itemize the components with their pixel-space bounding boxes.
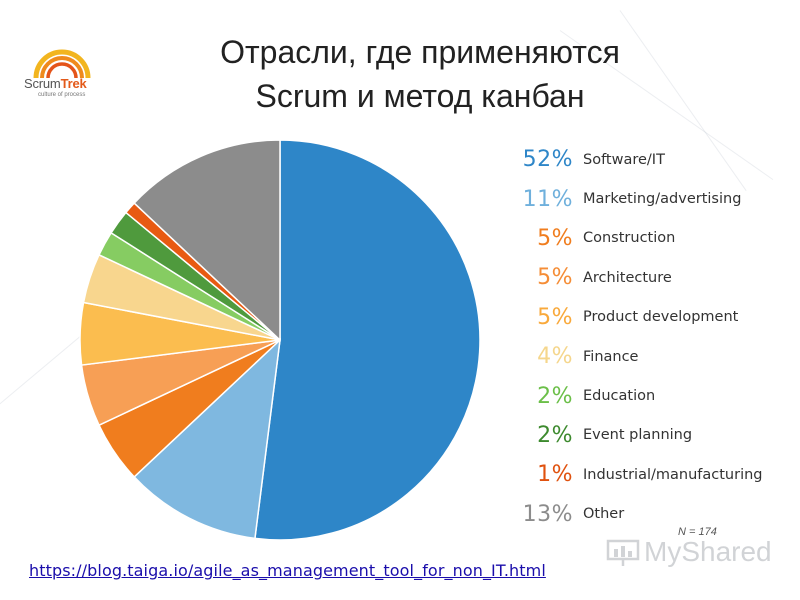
sample-size-note: N = 174 [678, 526, 717, 538]
logo-name-part2: Trek [60, 76, 87, 91]
legend-label: Construction [583, 230, 676, 247]
legend-percentage: 2% [537, 422, 573, 448]
logo-tagline: culture of process [38, 92, 86, 98]
legend-item: 11% Marketing/advertising [505, 179, 795, 218]
legend-item: 2% Education [505, 376, 795, 415]
logo-name-part1: Scrum [24, 76, 61, 91]
legend-item: 4% Finance [505, 337, 795, 376]
legend-item: 1% Industrial/manufacturing [505, 455, 795, 494]
legend-percentage: 5% [537, 225, 573, 251]
logo-wordmark: ScrumTrek [24, 76, 87, 91]
pie-slice-other [133, 139, 281, 342]
pie-slice-software-it [254, 139, 481, 541]
slide-title: Отрасли, где применяются Scrum и метод к… [180, 30, 660, 118]
legend-label: Marketing/advertising [583, 191, 742, 208]
legend-percentage: 4% [537, 344, 573, 370]
legend-percentage: 2% [537, 383, 573, 409]
presentation-icon [606, 539, 640, 566]
legend-label: Architecture [583, 269, 672, 286]
legend-percentage: 11% [522, 186, 573, 212]
legend-item: 13% Other [505, 495, 795, 534]
chart-legend: 52% Software/IT 11% Marketing/advertising 5%… [505, 140, 795, 534]
watermark: MyShared [606, 536, 772, 568]
legend-percentage: 5% [537, 304, 573, 330]
scrumtrek-logo [33, 49, 91, 79]
legend-label: Other [583, 506, 625, 523]
legend-label: Industrial/manufacturing [583, 466, 763, 483]
legend-percentage: 1% [537, 462, 573, 488]
legend-percentage: 13% [522, 501, 573, 527]
legend-label: Finance [583, 348, 639, 365]
pie-chart [79, 139, 481, 541]
legend-item: 52% Software/IT [505, 140, 795, 179]
legend-item: 5% Product development [505, 298, 795, 337]
legend-percentage: 5% [537, 265, 573, 291]
title-line-2: Scrum и метод канбан [255, 78, 585, 114]
title-line-1: Отрасли, где применяются [220, 34, 620, 70]
legend-label: Education [583, 388, 656, 405]
watermark-text: MyShared [644, 536, 772, 567]
source-link[interactable]: https://blog.taiga.io/agile_as_managemen… [29, 561, 546, 580]
legend-item: 5% Architecture [505, 258, 795, 297]
legend-item: 5% Construction [505, 219, 795, 258]
legend-label: Event planning [583, 427, 693, 444]
legend-percentage: 52% [522, 147, 573, 173]
pie-slice-marketing-advertising [133, 338, 282, 540]
legend-item: 2% Event planning [505, 416, 795, 455]
legend-label: Software/IT [583, 151, 665, 168]
legend-label: Product development [583, 309, 739, 326]
